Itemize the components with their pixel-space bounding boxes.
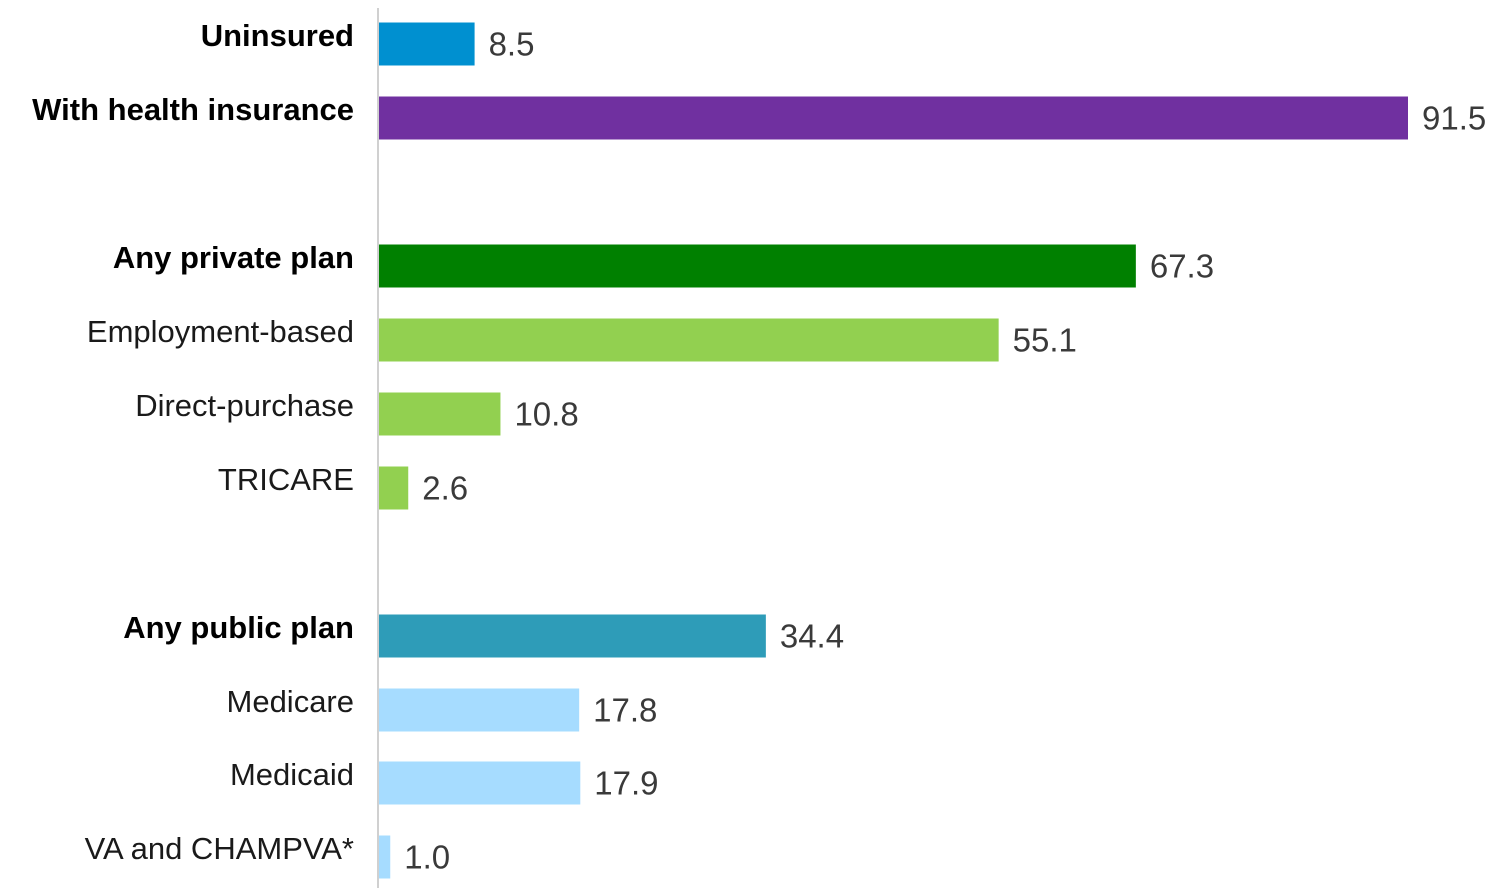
value-label-direct-purchase: 10.8 (514, 396, 578, 433)
value-label-va-and-champva: 1.0 (404, 839, 450, 876)
category-label-va-and-champva: VA and CHAMPVA* (85, 831, 354, 866)
bar-any-public-plan (379, 614, 766, 658)
category-label-with-health-insurance: With health insurance (32, 92, 354, 127)
value-label-medicare: 17.8 (593, 692, 657, 729)
value-label-employment-based: 55.1 (1013, 322, 1077, 359)
bars-group (379, 22, 1408, 879)
bar-employment-based (379, 318, 999, 362)
category-label-employment-based: Employment-based (87, 314, 354, 349)
bar-tricare (379, 466, 409, 510)
value-label-medicaid: 17.9 (594, 765, 658, 802)
bar-with-health-insurance (379, 96, 1408, 140)
category-label-any-public-plan: Any public plan (123, 610, 354, 645)
value-label-any-private-plan: 67.3 (1150, 248, 1214, 285)
category-label-medicare: Medicare (227, 684, 355, 719)
value-label-any-public-plan: 34.4 (780, 618, 844, 655)
category-labels-group: Uninsured With health insurance Any privat… (32, 18, 354, 866)
bar-va-and-champva (379, 835, 391, 879)
bar-direct-purchase (379, 392, 501, 436)
category-label-uninsured: Uninsured (201, 18, 354, 53)
value-label-uninsured: 8.5 (489, 26, 535, 63)
category-label-any-private-plan: Any private plan (113, 240, 354, 275)
bar-any-private-plan (379, 244, 1136, 288)
category-label-direct-purchase: Direct-purchase (135, 388, 354, 423)
category-label-medicaid: Medicaid (230, 757, 354, 792)
value-label-with-health-insurance: 91.5 (1422, 100, 1486, 137)
value-label-tricare: 2.6 (422, 470, 468, 507)
bar-medicaid (379, 761, 581, 805)
bar-uninsured (379, 22, 475, 66)
value-labels-group: 8.5 91.5 67.3 55.1 10.8 2.6 34.4 17.8 17.9 1.0 (404, 26, 1486, 876)
category-label-tricare: TRICARE (218, 462, 354, 497)
bar-medicare (379, 688, 580, 732)
